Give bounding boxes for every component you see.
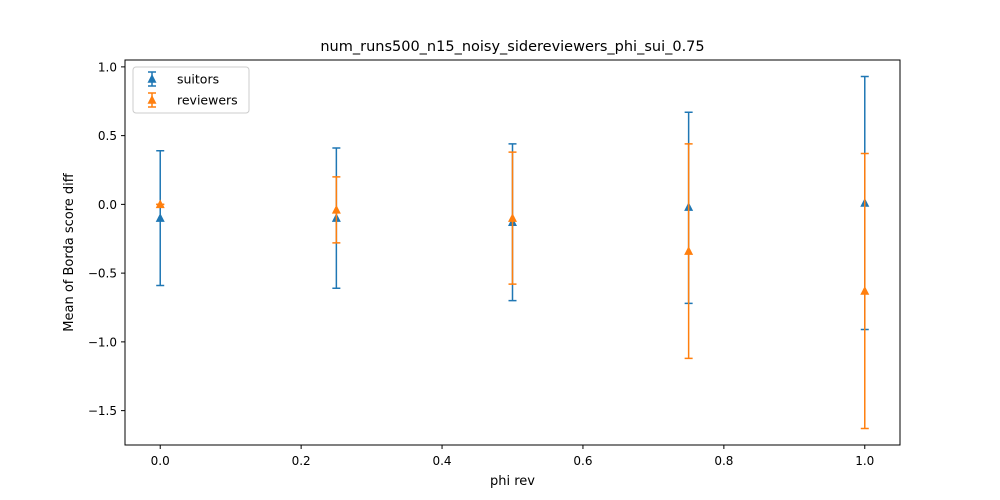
x-tick-label: 0.2 — [292, 454, 311, 468]
y-tick-label: 0.5 — [98, 129, 117, 143]
reviewers-data-point — [508, 213, 517, 222]
legend: suitors reviewers — [132, 66, 250, 114]
plot-marks — [155, 75, 870, 430]
legend-entries: suitors reviewers — [147, 71, 238, 108]
x-tick-label: 0.6 — [573, 454, 592, 468]
legend-box — [132, 66, 250, 114]
y-tick-label: −1.0 — [88, 335, 117, 349]
x-tick-label: 0.0 — [151, 454, 170, 468]
x-tick-label: 0.8 — [714, 454, 733, 468]
x-tick-label: 1.0 — [855, 454, 874, 468]
chart-title: num_runs500_n15_noisy_sidereviewers_phi_… — [320, 39, 704, 55]
suitors-data-point — [155, 213, 165, 222]
y-tick-label: 1.0 — [98, 60, 117, 74]
legend-marker-swatch — [147, 74, 157, 83]
legend-entry-suitors: suitors — [147, 71, 219, 87]
reviewers-data-point — [331, 204, 341, 214]
x-axis-ticks: 0.0 0.2 0.4 0.6 0.8 1.0 — [151, 445, 874, 468]
x-tick-label: 0.4 — [432, 454, 451, 468]
y-tick-label: −1.5 — [88, 404, 117, 418]
plot-frame — [124, 59, 901, 446]
y-axis-label: Mean of Borda score diff — [62, 172, 77, 331]
legend-marker-swatch — [147, 95, 157, 104]
legend-label: suitors — [177, 72, 219, 87]
y-tick-label: 0.0 — [98, 198, 117, 212]
y-tick-label: −0.5 — [88, 267, 117, 281]
legend-entry-reviewers: reviewers — [147, 92, 238, 108]
x-axis-label: phi rev — [490, 474, 535, 489]
reviewers-data-point — [684, 246, 694, 255]
reviewers-data-point — [155, 199, 165, 209]
reviewers-data-point — [860, 286, 870, 295]
legend-label: reviewers — [177, 93, 238, 108]
series-reviewers — [155, 143, 870, 430]
y-axis-ticks: −1.5 −1.0 −0.5 0.0 0.5 1.0 — [88, 60, 125, 418]
